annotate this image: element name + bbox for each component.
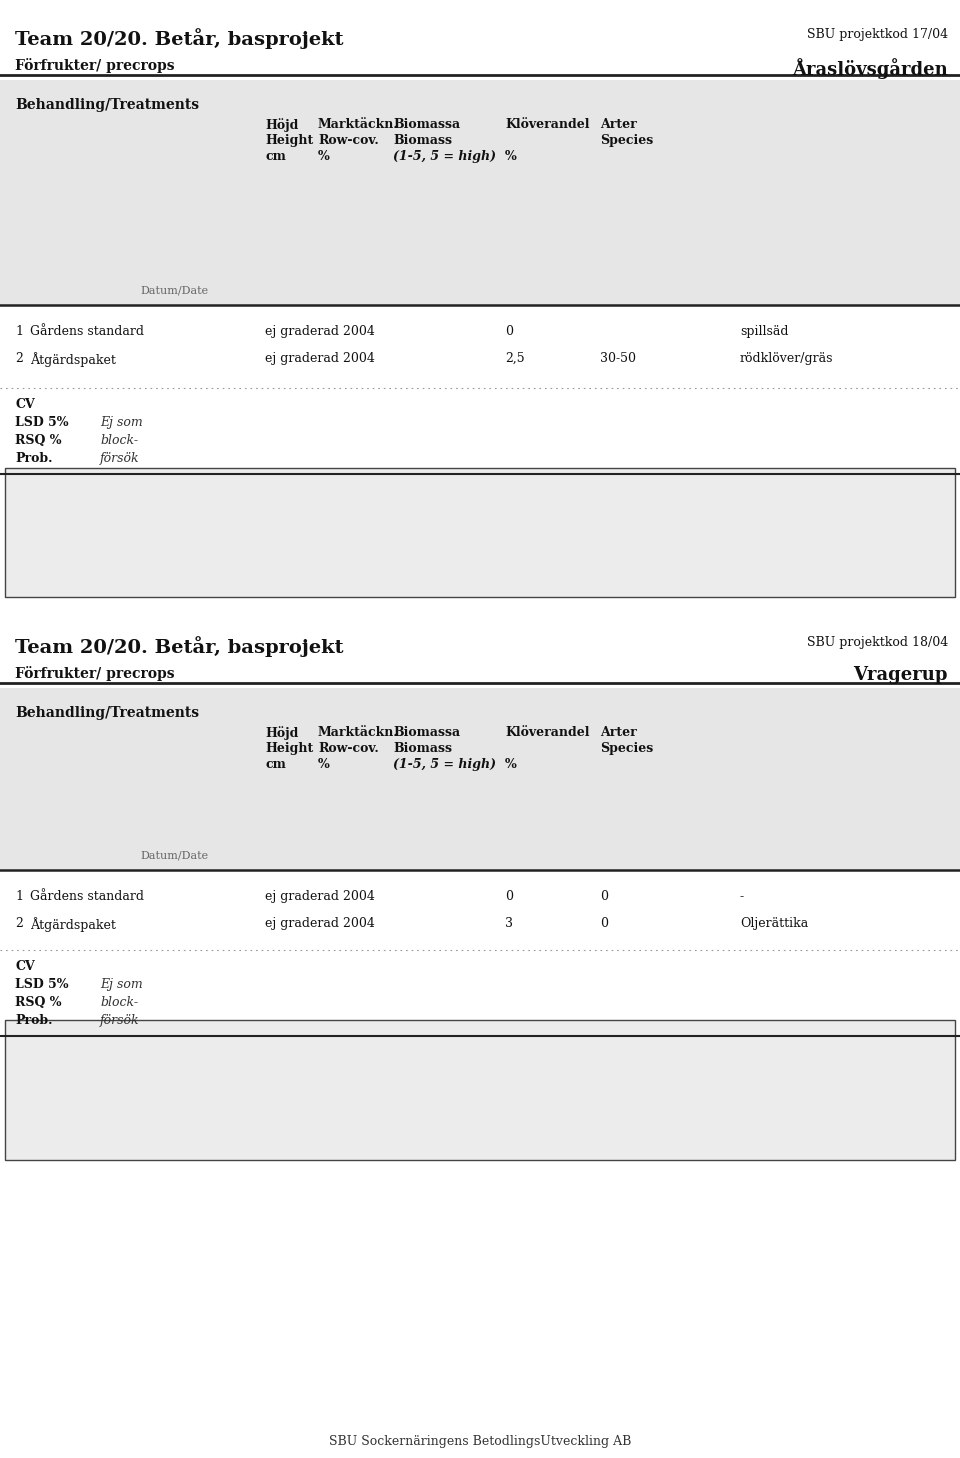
Text: 0: 0 [505,325,513,338]
Text: Species: Species [600,742,653,755]
Text: %: % [318,150,329,163]
Text: %: % [318,758,329,771]
Text: block-: block- [100,996,138,1009]
Text: LSD 5%: LSD 5% [15,416,68,429]
Text: Biomass: Biomass [393,134,452,147]
Bar [5,468,955,596]
Text: Gårdens standard: Gårdens standard [30,325,144,338]
Text: 2: 2 [15,351,23,364]
Text: Datum/Date: Datum/Date [140,850,208,860]
Text: rödklöver/gräs: rödklöver/gräs [740,351,833,364]
Text: 3: 3 [505,917,513,930]
Text: CV: CV [15,398,35,411]
Text: ej graderad 2004: ej graderad 2004 [265,889,374,903]
Text: Arter: Arter [600,118,636,131]
Text: SBU projektkod 17/04: SBU projektkod 17/04 [806,28,948,41]
Text: Datum/Date: Datum/Date [140,284,208,295]
Text: 1: 1 [15,325,23,338]
Text: Height: Height [265,134,313,147]
Text: Ej som: Ej som [100,416,143,429]
Text: 0: 0 [505,889,513,903]
Text: Höjd: Höjd [265,726,299,739]
Text: ej graderad 2004: ej graderad 2004 [265,917,374,930]
Text: Höjd: Höjd [265,118,299,131]
Text: försök: försök [100,452,139,465]
Text: Marktäckn.: Marktäckn. [318,726,398,739]
Text: försök: försök [100,1013,139,1026]
Text: (1-5, 5 = high): (1-5, 5 = high) [393,758,496,771]
Text: RSQ %: RSQ % [15,434,61,448]
Text: ej graderad 2004: ej graderad 2004 [265,325,374,338]
Text: Behandling/Treatments: Behandling/Treatments [15,706,199,720]
Text: cm: cm [265,150,286,163]
Text: SBU Sockernäringens BetodlingsUtveckling AB: SBU Sockernäringens BetodlingsUtveckling… [329,1435,631,1448]
Text: Förfrukter/ precrops: Förfrukter/ precrops [15,666,175,681]
Text: Species: Species [600,134,653,147]
Text: Klöverandel: Klöverandel [505,726,589,739]
Text: Team 20/20. Betår, basprojekt: Team 20/20. Betår, basprojekt [15,28,344,50]
Text: Åtgärdspaket: Åtgärdspaket [30,351,116,367]
Text: 1: 1 [15,889,23,903]
Bar [0,688,960,870]
Text: Förfrukter/ precrops: Förfrukter/ precrops [15,58,175,73]
Text: Height: Height [265,742,313,755]
Text: -: - [740,889,744,903]
Text: RSQ %: RSQ % [15,996,61,1009]
Bar [5,1021,955,1161]
Text: Åraslövsgården: Åraslövsgården [792,58,948,79]
Text: 0: 0 [600,889,608,903]
Text: 2,5: 2,5 [505,351,524,364]
Text: 0: 0 [600,917,608,930]
Text: Gårdens standard: Gårdens standard [30,889,144,903]
Text: LSD 5%: LSD 5% [15,978,68,991]
Text: Biomassa: Biomassa [393,118,460,131]
Text: %: % [505,758,516,771]
Text: Vragerup: Vragerup [853,666,948,684]
Text: Team 20/20. Betår, basprojekt: Team 20/20. Betår, basprojekt [15,636,344,658]
Text: Row-cov.: Row-cov. [318,742,379,755]
Text: Biomassa: Biomassa [393,726,460,739]
Text: Oljerättika: Oljerättika [740,917,808,930]
Text: Klöverandel: Klöverandel [505,118,589,131]
Text: Ej som: Ej som [100,978,143,991]
Text: Behandling/Treatments: Behandling/Treatments [15,98,199,112]
Text: %: % [505,150,516,163]
Text: Prob.: Prob. [15,1013,53,1026]
Text: CV: CV [15,959,35,972]
Text: cm: cm [265,758,286,771]
Text: Arter: Arter [600,726,636,739]
Text: Row-cov.: Row-cov. [318,134,379,147]
Text: 30-50: 30-50 [600,351,636,364]
Bar [0,80,960,305]
Text: Biomass: Biomass [393,742,452,755]
Text: Åtgärdspaket: Åtgärdspaket [30,917,116,932]
Text: ej graderad 2004: ej graderad 2004 [265,351,374,364]
Text: spillsäd: spillsäd [740,325,788,338]
Text: SBU projektkod 18/04: SBU projektkod 18/04 [806,636,948,649]
Text: (1-5, 5 = high): (1-5, 5 = high) [393,150,496,163]
Text: Marktäckn.: Marktäckn. [318,118,398,131]
Text: 2: 2 [15,917,23,930]
Text: Prob.: Prob. [15,452,53,465]
Text: block-: block- [100,434,138,448]
